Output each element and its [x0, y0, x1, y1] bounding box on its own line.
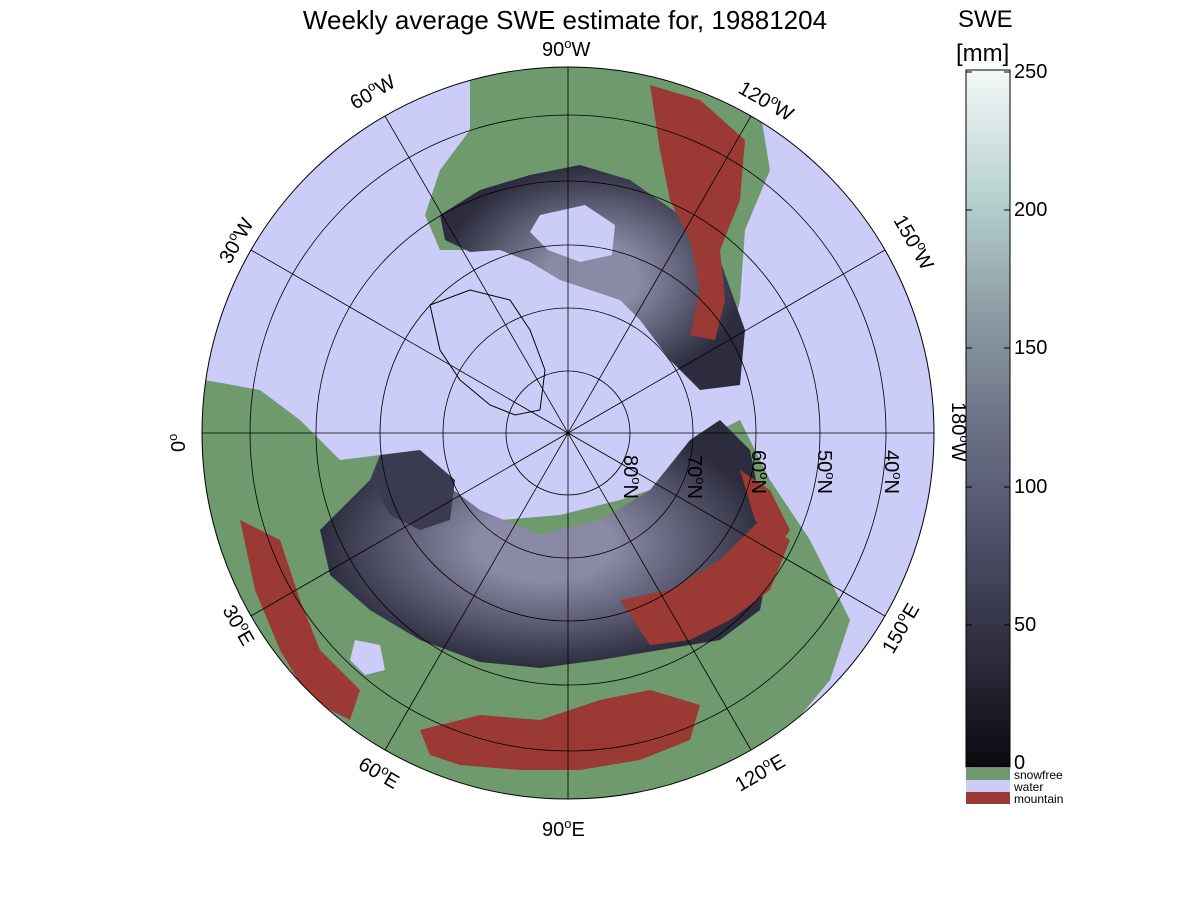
lon-label-180w: 180oW [947, 402, 972, 462]
lon-label-90w: 90oW [542, 36, 590, 61]
greenland-outline [429, 289, 546, 416]
colorbar-label-unit: [mm] [956, 40, 1010, 67]
legend-mountain-label: mountain [1014, 792, 1064, 806]
lat-label-70: 70oN [683, 455, 708, 499]
legend-snowfree-swatch [966, 768, 1010, 780]
lat-label-80: 80oN [619, 455, 644, 499]
lon-label-0: 0o [165, 434, 190, 452]
colorbar-label-swe: SWE [958, 6, 1013, 33]
colorbar-tick-200: 200 [1014, 199, 1048, 221]
latitude-labels: 80oN 70oN 60oN 50oN 40oN [619, 450, 905, 499]
central-asia-mountain [420, 690, 700, 770]
graticule [202, 67, 934, 799]
colorbar [965, 69, 1011, 804]
colorbar-ticks [966, 71, 1010, 764]
legend-snowfree-label: snowfree [1014, 768, 1063, 782]
legend-mountain-swatch [966, 792, 1010, 804]
north-america-snow [440, 165, 745, 390]
colorbar-gradient [965, 69, 1011, 768]
lat-label-60: 60oN [747, 450, 772, 494]
colorbar-tick-250: 250 [1014, 61, 1048, 83]
europe-mountain [240, 520, 360, 720]
colorbar-tick-50: 50 [1014, 614, 1037, 636]
kamchatka-mountain [740, 470, 790, 545]
lon-label-60w: 60oW [345, 68, 399, 114]
colorbar-tick-150: 150 [1014, 337, 1048, 359]
colorbar-tick-100: 100 [1014, 476, 1048, 498]
scandinavia-snow [370, 450, 455, 530]
caspian-sea [350, 640, 385, 675]
figure-title: Weekly average SWE estimate for, 1988120… [302, 5, 828, 35]
legend-water-label: water [1014, 780, 1044, 794]
lat-label-40: 40oN [880, 450, 905, 494]
siberia-mountain [620, 520, 790, 645]
lat-label-50: 50oN [813, 450, 838, 494]
rockies-mountain [650, 85, 745, 340]
legend-water-swatch [966, 780, 1010, 792]
lon-label-60e: 60oE [355, 751, 405, 794]
hudson-bay [530, 205, 615, 262]
map-border [201, 66, 935, 800]
colorbar-tick-0: 0 [1014, 752, 1026, 774]
lon-label-90e: 90oE [542, 816, 585, 841]
lon-label-150w: 150oW [889, 210, 940, 274]
